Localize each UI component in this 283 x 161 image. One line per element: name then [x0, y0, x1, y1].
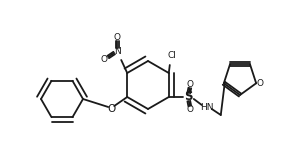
Text: O: O: [186, 80, 193, 89]
Text: Cl: Cl: [167, 51, 176, 60]
Text: O: O: [114, 33, 121, 42]
Text: O: O: [107, 104, 115, 114]
Text: O: O: [257, 79, 264, 88]
Text: O: O: [186, 105, 193, 114]
Text: O: O: [101, 55, 108, 63]
Text: S: S: [185, 90, 193, 104]
Text: HN: HN: [200, 103, 214, 112]
Text: N: N: [114, 47, 121, 56]
